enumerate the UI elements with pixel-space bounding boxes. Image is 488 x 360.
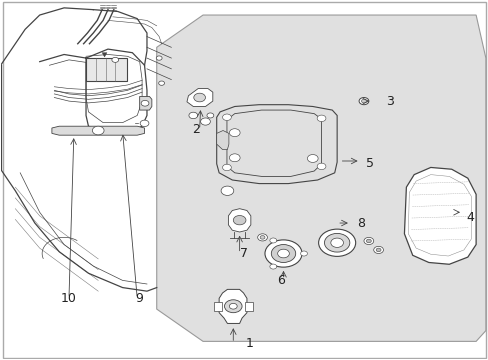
Polygon shape [404,167,475,264]
Circle shape [260,235,264,239]
Circle shape [158,81,164,85]
Circle shape [324,233,349,252]
Circle shape [257,234,267,241]
Polygon shape [228,209,250,232]
Text: 7: 7 [240,247,248,260]
Circle shape [317,163,325,170]
Circle shape [373,246,383,253]
Circle shape [200,118,210,125]
Polygon shape [140,96,152,110]
Circle shape [358,98,368,105]
Circle shape [222,114,231,121]
Circle shape [193,93,205,102]
Circle shape [361,99,366,103]
Circle shape [269,238,276,243]
Circle shape [375,248,380,252]
Circle shape [222,164,231,171]
Polygon shape [157,15,485,341]
Circle shape [318,229,355,256]
Text: 4: 4 [466,211,473,224]
Circle shape [229,154,240,162]
Text: 3: 3 [385,95,393,108]
Polygon shape [52,126,144,135]
Bar [86,58,127,81]
Circle shape [317,115,325,122]
Text: 5: 5 [366,157,374,170]
Circle shape [363,237,373,244]
Circle shape [206,113,213,118]
Text: 10: 10 [61,292,77,305]
Circle shape [330,238,343,247]
Polygon shape [219,289,246,323]
Circle shape [92,126,104,135]
Polygon shape [186,89,212,107]
Circle shape [366,239,370,243]
Circle shape [221,186,233,195]
Circle shape [307,154,318,162]
Circle shape [229,129,240,136]
Circle shape [140,120,149,127]
Circle shape [156,56,162,60]
Circle shape [300,251,307,256]
Circle shape [277,249,289,258]
Text: 6: 6 [277,274,285,287]
Circle shape [224,300,242,313]
Circle shape [229,303,237,309]
Polygon shape [216,131,228,149]
Circle shape [264,240,302,267]
Circle shape [271,244,295,262]
Circle shape [112,57,119,62]
Polygon shape [102,53,107,57]
Circle shape [141,100,149,106]
Text: 1: 1 [245,337,253,350]
Bar [245,302,253,311]
Text: 9: 9 [136,292,143,305]
Circle shape [269,264,276,269]
Text: 8: 8 [356,216,364,230]
Circle shape [188,112,197,119]
Circle shape [233,216,245,225]
Text: 2: 2 [191,123,199,136]
Bar [213,302,221,311]
